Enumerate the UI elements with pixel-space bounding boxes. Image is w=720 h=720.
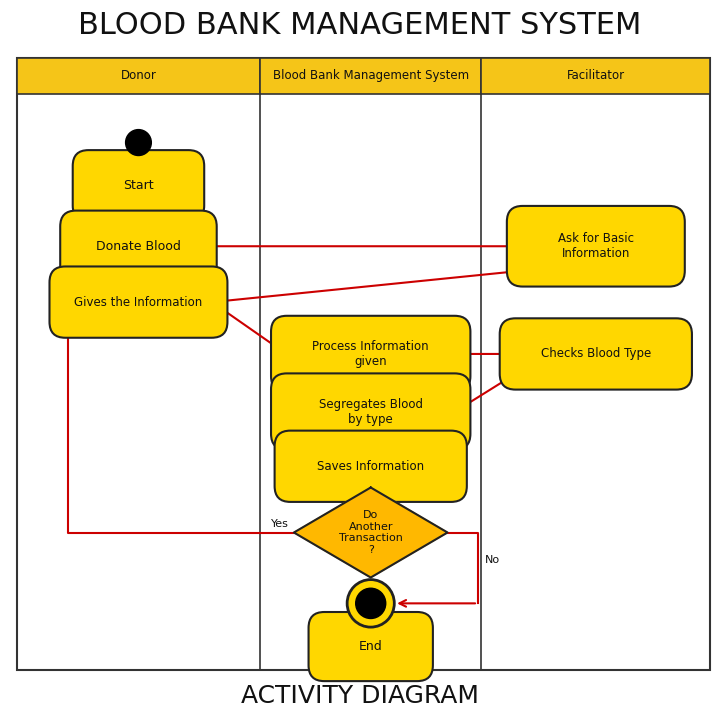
FancyBboxPatch shape bbox=[260, 58, 482, 94]
Text: Start: Start bbox=[123, 179, 154, 192]
Circle shape bbox=[356, 588, 386, 618]
Text: ACTIVITY DIAGRAM: ACTIVITY DIAGRAM bbox=[241, 684, 479, 708]
FancyBboxPatch shape bbox=[271, 316, 470, 392]
Text: Ask for Basic
Information: Ask for Basic Information bbox=[558, 233, 634, 260]
Text: Donor: Donor bbox=[120, 69, 156, 82]
FancyBboxPatch shape bbox=[482, 58, 710, 94]
Text: Yes: Yes bbox=[271, 519, 289, 529]
Text: BLOOD BANK MANAGEMENT SYSTEM: BLOOD BANK MANAGEMENT SYSTEM bbox=[78, 11, 642, 40]
Polygon shape bbox=[294, 487, 448, 577]
Circle shape bbox=[125, 130, 151, 156]
FancyBboxPatch shape bbox=[271, 374, 470, 450]
FancyBboxPatch shape bbox=[17, 58, 260, 94]
Text: Segregates Blood
by type: Segregates Blood by type bbox=[319, 397, 423, 426]
Text: Facilitator: Facilitator bbox=[567, 69, 625, 82]
Text: Blood Bank Management System: Blood Bank Management System bbox=[273, 69, 469, 82]
Text: Saves Information: Saves Information bbox=[317, 460, 424, 473]
FancyBboxPatch shape bbox=[17, 58, 710, 670]
Text: No: No bbox=[485, 555, 500, 565]
Text: End: End bbox=[359, 640, 382, 653]
Text: Donate Blood: Donate Blood bbox=[96, 240, 181, 253]
FancyBboxPatch shape bbox=[60, 211, 217, 282]
Text: Do
Another
Transaction
?: Do Another Transaction ? bbox=[339, 510, 402, 555]
Text: Gives the Information: Gives the Information bbox=[74, 296, 202, 309]
Text: Checks Blood Type: Checks Blood Type bbox=[541, 348, 651, 361]
Text: Process Information
given: Process Information given bbox=[312, 340, 429, 368]
FancyBboxPatch shape bbox=[274, 431, 467, 502]
Circle shape bbox=[347, 580, 395, 627]
FancyBboxPatch shape bbox=[309, 612, 433, 681]
FancyBboxPatch shape bbox=[73, 150, 204, 222]
FancyBboxPatch shape bbox=[507, 206, 685, 287]
FancyBboxPatch shape bbox=[50, 266, 228, 338]
FancyBboxPatch shape bbox=[500, 318, 692, 390]
